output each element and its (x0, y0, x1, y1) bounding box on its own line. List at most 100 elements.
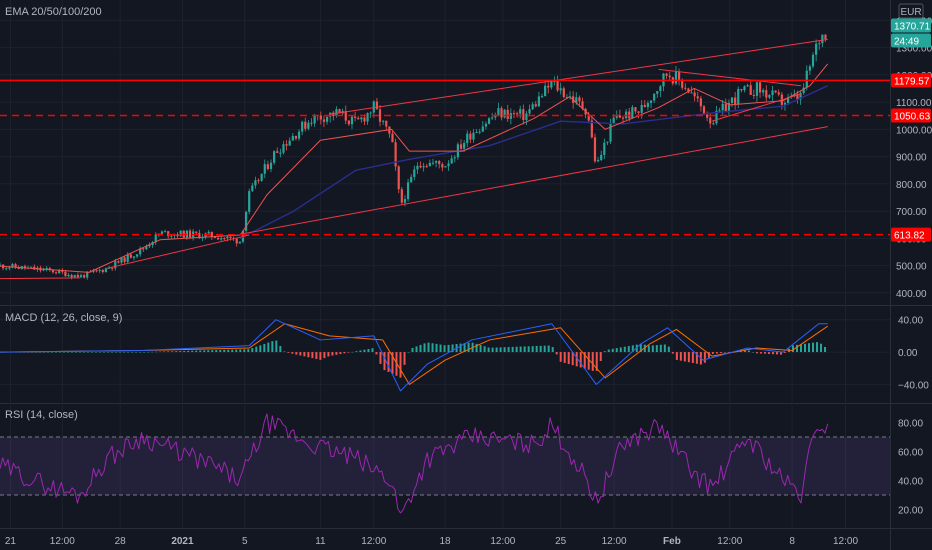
candle-body (42, 269, 45, 271)
macd-bar (619, 347, 622, 353)
macd-bar (723, 352, 726, 353)
macd-bar (703, 352, 706, 363)
macd-pane-title: MACD (12, 26, close, 9) (5, 312, 123, 324)
candle-body (519, 109, 522, 114)
candle-body (621, 117, 625, 119)
candle-body (762, 90, 765, 93)
candle-body (354, 116, 357, 118)
macd-bar (55, 352, 58, 353)
candle-body (463, 143, 466, 149)
macd-bar (443, 345, 446, 353)
macd-bar (319, 352, 322, 360)
candle-body (167, 231, 170, 237)
macd-bar (191, 350, 194, 353)
candle-body (83, 275, 86, 278)
macd-bar (195, 350, 198, 353)
candle-body (254, 180, 257, 186)
macd-bar (159, 351, 162, 353)
candle-body (325, 116, 329, 122)
candle-body (363, 117, 366, 122)
candle-body (475, 131, 478, 133)
macd-bar (763, 352, 766, 354)
candle-body (244, 211, 248, 231)
candle-body (64, 271, 67, 277)
macd-bar (123, 352, 126, 353)
macd-bar (711, 352, 714, 354)
macd-bar (215, 350, 218, 353)
candle-body (132, 256, 136, 258)
candle-body (693, 92, 696, 97)
candle-body (674, 71, 678, 84)
candle-body (145, 246, 148, 250)
candle-body (375, 101, 379, 110)
candle-body (357, 117, 360, 120)
level-price-label: 1050.63 (894, 112, 931, 123)
candle-body (391, 133, 394, 143)
macd-bar (559, 352, 562, 362)
macd-bar (783, 352, 786, 353)
macd-bar (295, 352, 298, 355)
candle-body (198, 232, 201, 239)
macd-bar (804, 343, 807, 353)
macd-bar (59, 352, 62, 353)
candle-body (79, 275, 83, 278)
candle-body (285, 144, 288, 146)
macd-bar (355, 351, 358, 353)
macd-bar (167, 351, 170, 353)
candle-body (544, 85, 547, 97)
macd-bar (579, 352, 582, 368)
macd-histogram (0, 340, 827, 378)
candle-body (758, 82, 762, 93)
macd-bar (199, 350, 202, 353)
candle-body (276, 151, 279, 153)
macd-bar (287, 352, 290, 353)
trendline (329, 38, 828, 115)
candle-body (808, 66, 811, 71)
macd-bar (475, 343, 478, 353)
macd-bar (43, 352, 46, 353)
macd-bar (255, 346, 258, 353)
candle-body (634, 107, 637, 112)
macd-bar (99, 352, 102, 353)
macd-bar (227, 349, 230, 353)
candle-body (487, 118, 491, 124)
macd-bar (275, 340, 278, 353)
time-tick-label: 12:00 (361, 536, 386, 547)
candle-body (435, 160, 438, 163)
macd-tick-label: 40.00 (898, 316, 923, 327)
macd-bar (235, 349, 238, 353)
candle-body (23, 266, 27, 269)
candle-body (294, 135, 298, 139)
macd-bar (387, 352, 390, 372)
macd-bar (631, 345, 634, 353)
candle-body (416, 165, 419, 170)
candle-body (690, 92, 693, 94)
macd-bar (207, 350, 210, 353)
candle-body (382, 120, 385, 122)
macd-bar (315, 352, 318, 359)
candle-body (531, 104, 534, 110)
macd-bar (131, 352, 134, 353)
candle-body (768, 94, 771, 98)
macd-bar (555, 352, 558, 355)
time-tick-label: 21 (5, 536, 17, 547)
macd-bar (71, 352, 74, 353)
time-tick-label: 25 (555, 536, 567, 547)
macd-bar (659, 344, 662, 353)
candle-body (269, 162, 273, 169)
price-tick-label: 900.00 (896, 153, 927, 164)
macd-bar (535, 345, 538, 353)
candle-body (668, 75, 671, 78)
macd-bar (403, 352, 406, 365)
macd-bar (683, 352, 686, 362)
macd-bar (139, 352, 142, 353)
macd-bar (651, 345, 654, 353)
candle-body (702, 106, 706, 115)
macd-bar (283, 351, 286, 353)
macd-bar (491, 347, 494, 353)
candle-body (665, 73, 668, 76)
macd-line (0, 319, 828, 392)
macd-bar (379, 352, 382, 364)
candle-body (593, 137, 597, 162)
